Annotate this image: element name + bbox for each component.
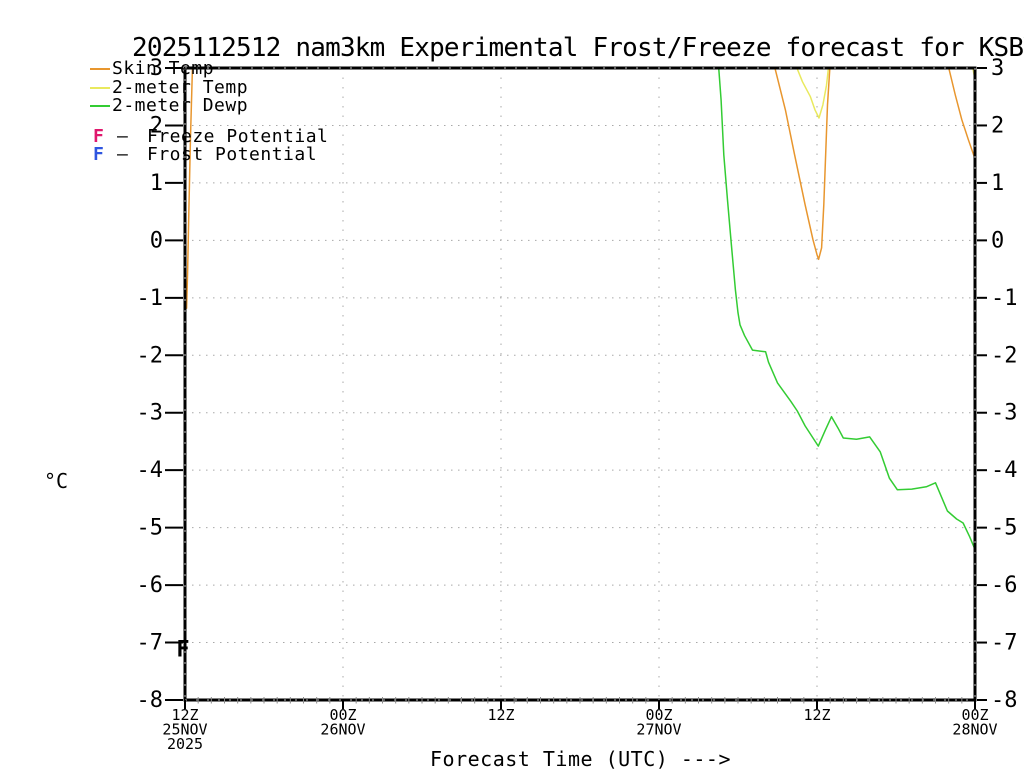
series-line-skin-temp [774, 68, 831, 261]
y-tick-label-left: -3 [137, 401, 164, 426]
y-tick-label-right: 3 [991, 56, 1004, 81]
y-tick-label-left: 2 [150, 113, 163, 138]
y-tick-label-left: 3 [150, 56, 163, 81]
y-tick-label-right: 2 [991, 113, 1004, 138]
y-tick-label-right: -5 [991, 516, 1018, 541]
x-tick-label: 25NOV [162, 721, 207, 739]
series-line-2-meter-dewp [717, 68, 975, 551]
y-tick-label-right: -7 [991, 631, 1018, 656]
y-tick-label-right: -6 [991, 573, 1018, 598]
y-tick-label-right: -3 [991, 401, 1018, 426]
y-tick-label-left: -6 [137, 573, 164, 598]
x-axis-title: Forecast Time (UTC) ---> [430, 747, 731, 771]
x-tick-label: 12Z [803, 706, 830, 724]
y-tick-label-left: -2 [137, 343, 164, 368]
x-tick-label: 2025 [167, 735, 203, 753]
y-tick-label-left: 0 [150, 228, 163, 253]
y-tick-label-left: -8 [137, 688, 164, 713]
frost-marker: F [176, 637, 189, 662]
series-line-skin-temp [185, 68, 194, 309]
y-tick-label-left: -1 [137, 286, 164, 311]
y-tick-label-left: 1 [150, 171, 163, 196]
page-title: 2025112512 nam3km Experimental Frost/Fre… [132, 33, 1024, 63]
y-tick-label-left: -7 [137, 631, 164, 656]
y-tick-label-left: -5 [137, 516, 164, 541]
x-tick-label: 00Z [329, 706, 356, 724]
series-line-2-meter-temp [796, 68, 830, 119]
x-tick-label: 00Z [961, 706, 988, 724]
y-tick-label-right: -4 [991, 458, 1018, 483]
y-tick-label-right: -1 [991, 286, 1018, 311]
x-tick-label: 27NOV [636, 721, 681, 739]
y-tick-label-right: -2 [991, 343, 1018, 368]
y-tick-label-right: 1 [991, 171, 1004, 196]
series-line-skin-temp [948, 68, 975, 160]
y-tick-label-right: -8 [991, 688, 1018, 713]
x-tick-label: 26NOV [320, 721, 365, 739]
x-tick-label: 00Z [645, 706, 672, 724]
x-tick-label: 12Z [171, 706, 198, 724]
y-tick-label-right: 0 [991, 228, 1004, 253]
x-tick-label: 28NOV [952, 721, 997, 739]
x-tick-label: 12Z [487, 706, 514, 724]
y-axis-unit-label: °C [44, 469, 69, 493]
y-tick-label-left: -4 [137, 458, 164, 483]
plot-frame [183, 66, 977, 702]
